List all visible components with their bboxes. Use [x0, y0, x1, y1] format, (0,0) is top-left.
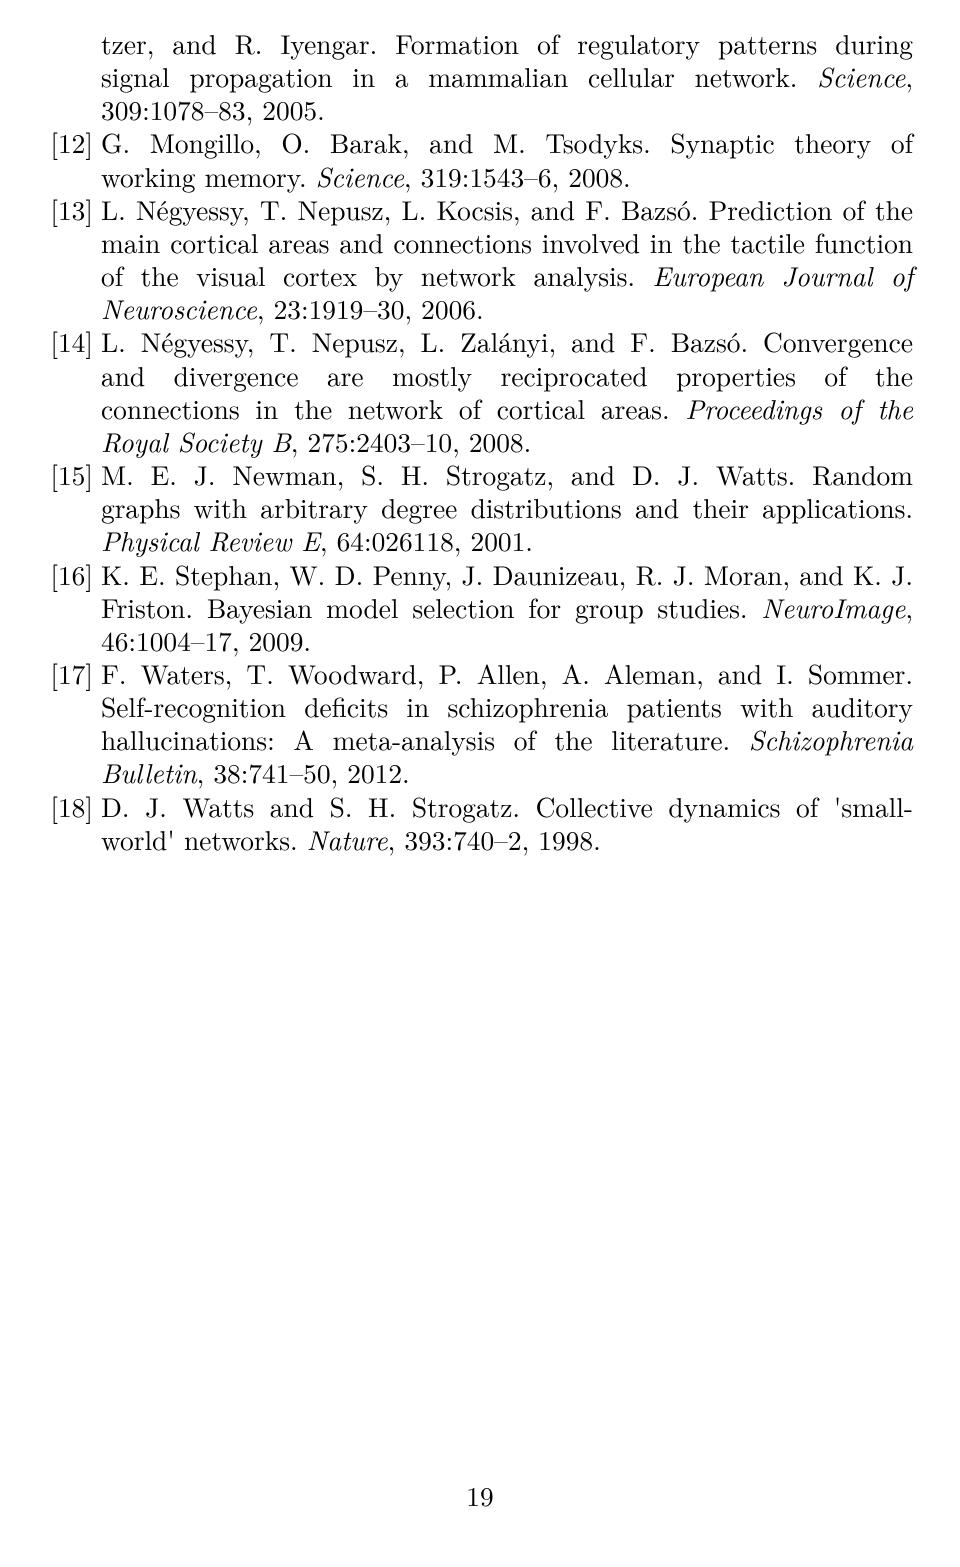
reference-body: L. Négyessy, T. Nepusz, L. Kocsis, and F… — [101, 192, 913, 325]
page: tzer, and R. Iyengar. Formation of regul… — [0, 0, 960, 1567]
page-number: 19 — [0, 1478, 960, 1511]
reference-item: [12]G. Mongillo, O. Barak, and M. Tsodyk… — [35, 125, 913, 191]
reference-item: [18]D. J. Watts and S. H. Strogatz. Coll… — [35, 789, 913, 855]
reference-label: [18] — [35, 789, 101, 822]
reference-list: tzer, and R. Iyengar. Formation of regul… — [35, 26, 913, 855]
reference-body: K. E. Stephan, W. D. Penny, J. Daunizeau… — [101, 557, 913, 656]
reference-label: [13] — [35, 192, 101, 225]
reference-item: [13]L. Négyessy, T. Nepusz, L. Kocsis, a… — [35, 192, 913, 325]
reference-item: [16]K. E. Stephan, W. D. Penny, J. Dauni… — [35, 557, 913, 656]
reference-body: M. E. J. Newman, S. H. Strogatz, and D. … — [101, 457, 913, 556]
reference-body: F. Waters, T. Woodward, P. Allen, A. Ale… — [101, 656, 913, 789]
reference-label: [14] — [35, 324, 101, 357]
reference-body: tzer, and R. Iyengar. Formation of regul… — [101, 26, 913, 125]
reference-item: [15]M. E. J. Newman, S. H. Strogatz, and… — [35, 457, 913, 556]
reference-label: [12] — [35, 125, 101, 158]
reference-item: tzer, and R. Iyengar. Formation of regul… — [35, 26, 913, 125]
reference-body: D. J. Watts and S. H. Strogatz. Collecti… — [101, 789, 913, 855]
reference-label: [17] — [35, 656, 101, 689]
reference-label: [16] — [35, 557, 101, 590]
reference-item: [17]F. Waters, T. Woodward, P. Allen, A.… — [35, 656, 913, 789]
reference-label: [15] — [35, 457, 101, 490]
reference-body: G. Mongillo, O. Barak, and M. Tsodyks. S… — [101, 125, 913, 191]
reference-body: L. Négyessy, T. Nepusz, L. Zalányi, and … — [101, 324, 913, 457]
reference-item: [14]L. Négyessy, T. Nepusz, L. Zalányi, … — [35, 324, 913, 457]
